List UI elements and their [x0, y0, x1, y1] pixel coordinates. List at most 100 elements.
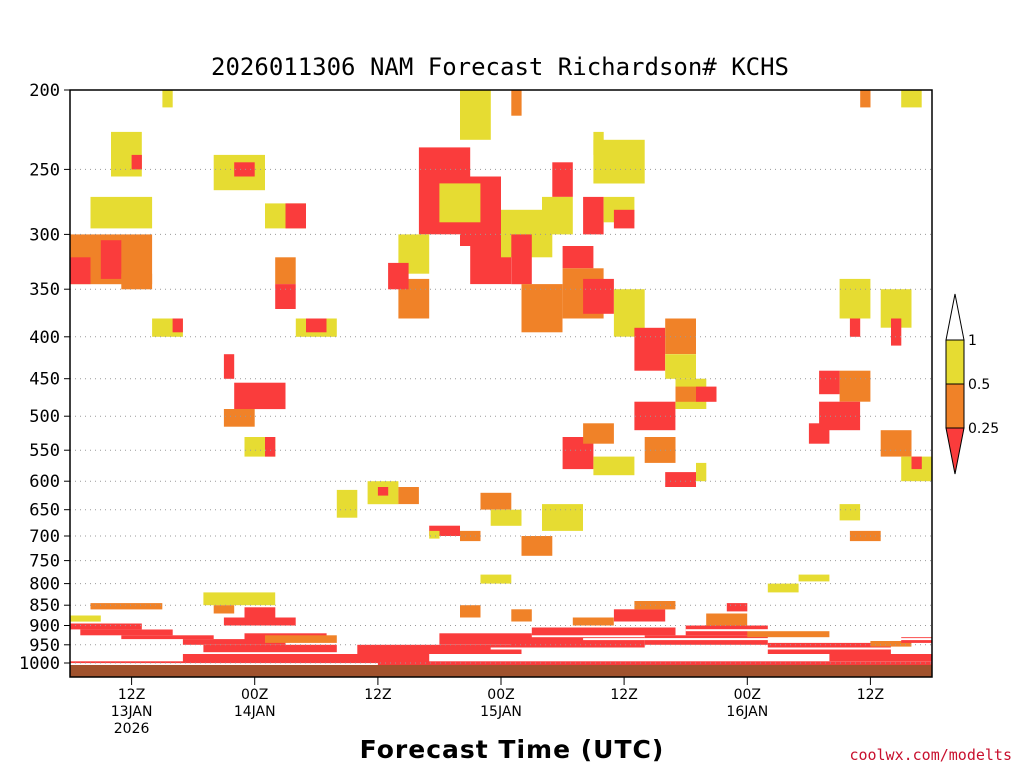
- ri-cell-red: [100, 240, 122, 279]
- ri-cell-red: [552, 162, 573, 197]
- ri-cell-yellow: [70, 615, 101, 622]
- ri-cell-red: [357, 644, 522, 654]
- y-axis: 200 250 300 350 400 450 500 550 600 650 700 750 8008…: [19, 81, 70, 674]
- ri-cell-yellow: [665, 354, 696, 379]
- ri-cell-red: [531, 627, 676, 636]
- x-tick-label: 12Z: [857, 687, 884, 703]
- ri-cell-orange: [398, 487, 419, 505]
- ri-cell-yellow: [542, 504, 583, 531]
- ri-cell-red: [70, 257, 91, 285]
- ri-cell-orange: [521, 284, 563, 333]
- ri-cell-red: [726, 603, 748, 612]
- ri-cell-orange: [870, 641, 912, 647]
- y-tick-label-850: 850: [29, 596, 60, 616]
- ri-cell-yellow: [593, 456, 635, 476]
- ri-cell-yellow: [336, 489, 358, 518]
- ri-cell-red: [172, 318, 183, 333]
- ri-cell-red: [377, 487, 389, 496]
- ri-cell-yellow: [480, 574, 512, 584]
- ri-cell-orange: [275, 257, 296, 285]
- legend-label-0.25: 0.25: [968, 421, 999, 437]
- legend-label-1: 1: [968, 333, 977, 349]
- y-tick-label-650: 650: [29, 501, 60, 521]
- legend-label-0.5: 0.5: [968, 377, 990, 393]
- x-tick-label: 12Z: [610, 687, 637, 703]
- legend-swatch-yellow: [945, 339, 965, 385]
- y-tick-label-950: 950: [29, 636, 60, 656]
- ri-cell-red: [583, 196, 604, 235]
- ri-cell-red: [306, 318, 327, 333]
- ri-cell-orange: [90, 603, 163, 610]
- y-tick-label-700: 700: [29, 527, 60, 547]
- legend-arrow-top: [945, 293, 965, 341]
- ri-cell-yellow: [203, 592, 276, 606]
- ri-cell-red: [911, 456, 922, 470]
- x-tick-label: 00Z: [241, 687, 268, 703]
- ri-cell-red: [665, 472, 696, 487]
- ri-cell-red: [439, 633, 532, 645]
- ri-cell-red: [613, 609, 666, 622]
- y-tick-label-250: 250: [29, 160, 60, 180]
- ri-cell-red: [234, 382, 286, 410]
- y-tick-label-200: 200: [29, 81, 60, 101]
- ri-cell-red: [511, 637, 645, 649]
- x-tick-label: 2026: [114, 721, 150, 737]
- x-tick-label: 13JAN: [111, 704, 153, 720]
- color-legend: 1 0.5 0.25: [945, 293, 999, 475]
- ri-cell-red: [70, 623, 142, 630]
- y-tick-label-900: 900: [29, 617, 60, 637]
- ri-cell-orange: [675, 386, 696, 402]
- ri-cell-orange: [706, 613, 748, 626]
- site-credit: coolwx.com/modelts: [849, 746, 1012, 764]
- ri-cell-red: [511, 234, 532, 285]
- ri-cell-orange: [223, 409, 255, 427]
- ri-cell-yellow: [839, 278, 871, 319]
- ri-cell-yellow: [460, 90, 491, 140]
- ri-cell-orange: [521, 536, 553, 556]
- ri-cell-red: [223, 617, 296, 626]
- y-tick-label-400: 400: [29, 328, 60, 348]
- y-tick-label-500: 500: [29, 407, 60, 427]
- y-tick-label-600: 600: [29, 472, 60, 492]
- ri-cell-orange: [572, 617, 614, 626]
- ri-cell-red: [696, 386, 717, 402]
- ri-cell-red: [70, 661, 932, 667]
- ri-cell-red: [182, 639, 286, 645]
- ri-cell-red: [583, 278, 614, 314]
- ri-cell-yellow: [439, 183, 481, 223]
- ri-cell-red: [275, 284, 296, 309]
- ri-cell-yellow: [429, 530, 440, 539]
- y-tick-label-550: 550: [29, 441, 60, 461]
- ri-cell-yellow: [839, 504, 861, 521]
- x-tick-label: 00Z: [734, 687, 761, 703]
- ri-cell-orange: [265, 635, 337, 643]
- x-tick-label: 00Z: [487, 687, 514, 703]
- ri-cell-orange: [634, 601, 676, 610]
- ri-cell-orange: [511, 90, 522, 116]
- x-tick-label: 16JAN: [726, 704, 768, 720]
- ri-cell-red: [829, 654, 932, 662]
- ri-cell-red: [388, 262, 409, 290]
- chart-title: 2026011306 NAM Forecast Richardson# KCHS: [211, 53, 789, 81]
- ri-cell-yellow: [593, 131, 604, 155]
- y-tick-label-350: 350: [29, 280, 60, 300]
- ri-cell-red: [234, 162, 255, 177]
- ri-cell-red: [131, 154, 142, 170]
- ri-cell-yellow: [90, 196, 153, 229]
- ri-cell-red: [244, 607, 276, 618]
- y-tick-label-300: 300: [29, 225, 60, 245]
- x-axis-title: Forecast Time (UTC): [360, 735, 665, 764]
- ri-cell-red: [285, 203, 306, 229]
- ri-cell-orange: [583, 423, 614, 444]
- ri-cell-red: [203, 644, 337, 653]
- layer-gap: [70, 663, 378, 666]
- ri-cell-yellow: [542, 196, 573, 235]
- ri-cell-orange: [839, 370, 871, 402]
- ri-cell-red: [634, 401, 676, 431]
- x-tick-label: 12Z: [364, 687, 391, 703]
- x-tick-label: 15JAN: [480, 704, 522, 720]
- ri-cell-red: [429, 525, 460, 536]
- x-tick-label: 14JAN: [234, 704, 276, 720]
- ri-cell-orange: [511, 609, 532, 622]
